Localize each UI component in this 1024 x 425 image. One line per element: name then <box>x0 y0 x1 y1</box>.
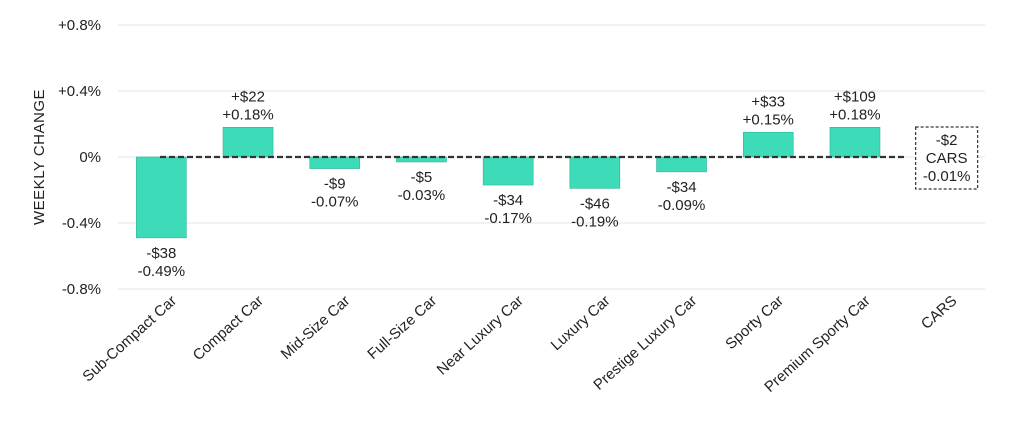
percent-label: -0.09% <box>658 197 706 214</box>
summary-box <box>915 126 979 190</box>
dollar-label: +$33 <box>751 93 785 110</box>
category-label: Luxury Car <box>548 292 614 354</box>
percent-label: -0.03% <box>398 187 446 204</box>
bars <box>136 127 881 239</box>
percent-label: -0.07% <box>311 194 359 211</box>
category-label: Full-Size Car <box>364 292 440 363</box>
y-tick-label: +0.8% <box>58 17 101 34</box>
y-tick-label: -0.8% <box>62 281 101 298</box>
dollar-label: +$22 <box>231 88 265 105</box>
category-label: Sub-Compact Car <box>79 292 180 385</box>
bar <box>222 127 274 158</box>
category-labels: Sub-Compact Car Compact Car Mid-Size Car Fu… <box>79 292 960 396</box>
dollar-label: -$9 <box>324 176 346 193</box>
percent-label: -0.49% <box>138 263 186 280</box>
summary-percent-label: -0.01% <box>923 168 971 185</box>
category-label: Compact Car <box>190 292 267 364</box>
percent-label: +0.18% <box>222 106 273 123</box>
dollar-label: -$34 <box>493 192 523 209</box>
percent-label: -0.19% <box>571 213 619 230</box>
category-label: Mid-Size Car <box>278 292 354 363</box>
bar <box>309 156 361 169</box>
y-tick-label: +0.4% <box>58 83 101 100</box>
dollar-label: -$34 <box>667 179 697 196</box>
percent-label: +0.15% <box>743 111 794 128</box>
dollar-label: -$5 <box>411 169 433 186</box>
category-label: CARS <box>918 292 960 333</box>
percent-label: -0.17% <box>484 210 532 227</box>
bar <box>136 156 187 239</box>
dollar-label: +$109 <box>834 88 876 105</box>
bar <box>829 127 881 158</box>
category-label: Sporty Car <box>722 292 787 353</box>
bar <box>742 131 794 158</box>
dollar-label: -$46 <box>580 195 610 212</box>
bar <box>656 156 707 173</box>
bar <box>482 156 534 186</box>
percent-label: +0.18% <box>829 106 880 123</box>
summary-name-label: CARS <box>926 150 968 167</box>
y-tick-label: 0% <box>79 149 101 166</box>
bar <box>569 156 621 189</box>
category-label: Near Luxury Car <box>434 292 527 378</box>
dollar-label: -$38 <box>146 245 176 262</box>
data-labels: -$38-0.49%+$22+0.18%-$9-0.07%-$5-0.03% -$… <box>138 88 979 280</box>
summary-dollar-label: -$2 <box>936 132 958 149</box>
y-axis-ticks: +0.8% +0.4% 0% -0.4% -0.8% <box>58 17 101 298</box>
y-axis-title: WEEKLY CHANGE <box>31 89 48 225</box>
y-tick-label: -0.4% <box>62 215 101 232</box>
